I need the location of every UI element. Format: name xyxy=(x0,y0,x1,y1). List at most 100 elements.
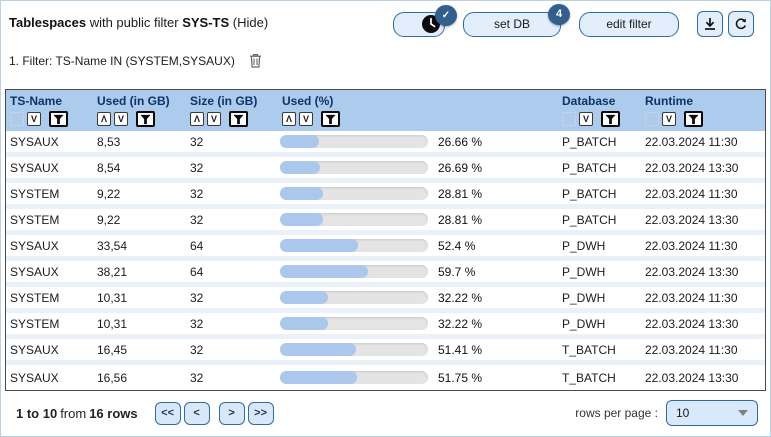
sort-descending-icon[interactable]: V xyxy=(114,112,128,126)
download-button[interactable] xyxy=(697,11,723,37)
sort-descending-icon[interactable]: V xyxy=(207,112,221,126)
cell-used-pct: 28.81 % xyxy=(278,187,558,201)
table-row[interactable]: SYSAUX 38,21 64 59.7 % P_DWH 22.03.2024 13:30 xyxy=(6,261,765,287)
usage-bar-track xyxy=(280,213,428,226)
cell-size-gb: 32 xyxy=(190,134,204,149)
filter-funnel-icon[interactable] xyxy=(601,111,620,127)
column-title: Database xyxy=(562,94,616,108)
check-icon: ✓ xyxy=(435,4,457,26)
cell-size-gb: 32 xyxy=(190,316,204,331)
column-header-used-%: Used (%) Λ V xyxy=(278,93,558,127)
sort-ascending-icon[interactable]: Λ xyxy=(190,112,204,126)
filter-funnel-icon[interactable] xyxy=(321,111,340,127)
cell-ts-name: SYSAUX xyxy=(10,370,59,385)
sort-descending-icon[interactable]: V xyxy=(662,112,676,126)
table-row[interactable]: SYSAUX 33,54 64 52.4 % P_DWH 22.03.2024 11:30 xyxy=(6,235,765,261)
cell-ts-name: SYSTEM xyxy=(10,186,60,201)
usage-percent-label: 26.66 % xyxy=(438,134,483,149)
title-filter-name: SYS-TS xyxy=(182,15,230,30)
usage-bar-track xyxy=(280,291,428,304)
filter-funnel-icon[interactable] xyxy=(136,111,155,127)
title-app-name: Tablespaces xyxy=(9,15,87,30)
first-page-button[interactable]: << xyxy=(154,401,181,425)
cell-used-pct: 51.75 % xyxy=(278,371,558,385)
table-row[interactable]: SYSTEM 9,22 32 28.81 % P_BATCH 22.03.2024 11:… xyxy=(6,183,765,209)
usage-bar-track xyxy=(280,317,428,330)
sort-ascending-icon: Λ xyxy=(645,112,659,126)
table-row[interactable]: SYSTEM 10,31 32 32.22 % P_DWH 22.03.2024 13:3… xyxy=(6,313,765,339)
cell-used-gb: 10,31 xyxy=(97,316,128,331)
sort-ascending-icon[interactable]: Λ xyxy=(282,112,296,126)
usage-bar-track xyxy=(280,135,428,148)
download-icon xyxy=(703,17,717,31)
usage-bar-fill xyxy=(280,135,320,148)
cell-database: P_DWH xyxy=(562,238,606,253)
table-body: SYSAUX 8,53 32 26.66 % P_BATCH 22.03.2024 11:… xyxy=(6,131,765,390)
hide-link[interactable]: (Hide) xyxy=(229,15,269,30)
usage-bar-fill xyxy=(280,187,323,200)
column-header-runtime: Runtime Λ V xyxy=(641,93,765,127)
edit-filter-button[interactable]: edit filter xyxy=(579,11,679,37)
toolbar: ✓ set DB 4 edit filter xyxy=(393,3,754,37)
cell-size-gb: 32 xyxy=(190,370,204,385)
cell-size-gb: 32 xyxy=(190,290,204,305)
usage-bar-fill xyxy=(280,291,328,304)
rows-per-page-label: rows per page : xyxy=(575,406,658,420)
next-page-button[interactable]: > xyxy=(218,401,245,425)
cell-runtime: 22.03.2024 11:30 xyxy=(645,290,738,305)
table-row[interactable]: SYSAUX 16,45 32 51.41 % T_BATCH 22.03.2024 11… xyxy=(6,339,765,365)
sort-descending-icon[interactable]: V xyxy=(579,112,593,126)
cell-runtime: 22.03.2024 11:30 xyxy=(645,342,738,357)
total-rows-text: 16 rows xyxy=(89,405,138,421)
usage-bar-fill xyxy=(280,161,320,174)
table-row[interactable]: SYSAUX 8,53 32 26.66 % P_BATCH 22.03.2024 11:… xyxy=(6,131,765,157)
usage-percent-label: 26.69 % xyxy=(438,160,483,175)
cell-ts-name: SYSTEM xyxy=(10,290,60,305)
table-row[interactable]: SYSAUX 16,56 32 51.75 % T_BATCH 22.03.2024 13… xyxy=(6,365,765,390)
cell-ts-name: SYSAUX xyxy=(10,342,59,357)
usage-bar-fill xyxy=(280,213,323,226)
table-footer: 1 to 10 from 16 rows << < > >> rows per pag… xyxy=(1,390,770,436)
cell-used-pct: 28.81 % xyxy=(278,213,558,227)
last-page-button[interactable]: >> xyxy=(247,401,274,425)
rows-per-page-select[interactable]: 10 xyxy=(666,400,758,426)
column-header-used-in-gb: Used (in GB) Λ V xyxy=(93,93,186,127)
cell-runtime: 22.03.2024 13:30 xyxy=(645,316,739,331)
sort-descending-icon[interactable]: V xyxy=(27,112,41,126)
triangle-down-icon xyxy=(738,410,748,416)
table-row[interactable]: SYSAUX 8,54 32 26.69 % P_BATCH 22.03.2024 13:… xyxy=(6,157,765,183)
cell-ts-name: SYSAUX xyxy=(10,134,59,149)
tablespaces-table: TS-Name Λ V Used (in GB) Λ V Size (in GB) Λ V Use… xyxy=(5,89,766,391)
active-filter-text: 1. Filter: TS-Name IN (SYSTEM,SYSAUX) xyxy=(9,53,235,68)
column-title: TS-Name xyxy=(10,94,63,108)
delete-filter-button[interactable] xyxy=(249,53,262,68)
cell-database: P_BATCH xyxy=(562,160,617,175)
cell-used-pct: 32.22 % xyxy=(278,291,558,305)
filter-funnel-icon[interactable] xyxy=(49,111,68,127)
refresh-button[interactable] xyxy=(728,11,754,37)
set-db-button[interactable]: set DB 4 xyxy=(463,3,570,37)
column-title: Runtime xyxy=(645,94,693,108)
sort-ascending-icon: Λ xyxy=(562,112,576,126)
title-middle: with public filter xyxy=(86,15,183,30)
table-row[interactable]: SYSTEM 10,31 32 32.22 % P_DWH 22.03.2024 11:3… xyxy=(6,287,765,313)
rows-per-page-value: 10 xyxy=(676,406,690,420)
sort-descending-icon[interactable]: V xyxy=(299,112,313,126)
history-toggle-button[interactable]: ✓ xyxy=(393,4,457,37)
filter-funnel-icon[interactable] xyxy=(229,111,248,127)
table-row[interactable]: SYSTEM 9,22 32 28.81 % P_BATCH 22.03.2024 13:… xyxy=(6,209,765,235)
filter-funnel-icon[interactable] xyxy=(684,111,703,127)
sort-ascending-icon[interactable]: Λ xyxy=(97,112,111,126)
table-header-row: TS-Name Λ V Used (in GB) Λ V Size (in GB) Λ V Use… xyxy=(6,90,765,131)
usage-percent-label: 52.4 % xyxy=(438,238,476,253)
from-word: from xyxy=(60,405,87,421)
row-range-text: 1 to 10 xyxy=(16,405,58,421)
cell-ts-name: SYSAUX xyxy=(10,264,59,279)
previous-page-button[interactable]: < xyxy=(183,401,210,425)
cell-size-gb: 32 xyxy=(190,212,204,227)
